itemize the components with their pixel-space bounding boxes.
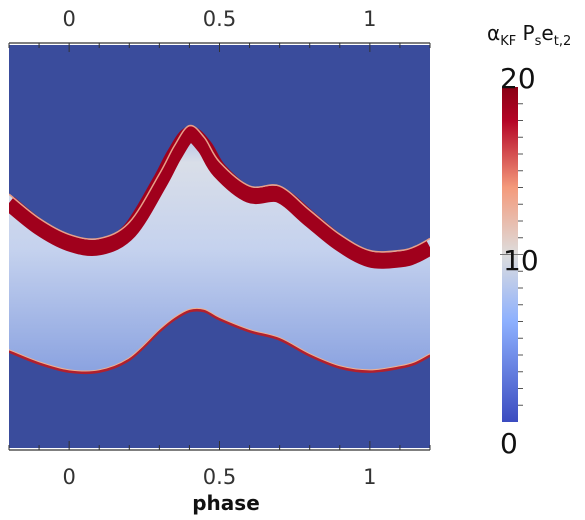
top-axis-tick-labels: 0 0.5 1	[62, 7, 376, 31]
top-axis-ticks	[8, 43, 431, 52]
bottom-tick-label: 0.5	[203, 465, 236, 489]
axes: 0 0.5 1 0 0.5 1 phase	[8, 7, 431, 515]
colorbar-title-sub-kf: KF	[500, 34, 516, 49]
band-lower-outline	[9, 307, 430, 372]
band-lower-hot-edge	[9, 308, 430, 375]
colorbar-title-alpha: α	[487, 21, 500, 45]
bottom-axis-tick-labels: 0 0.5 1	[62, 465, 376, 489]
band-region	[9, 125, 430, 373]
bottom-tick-label: 0	[62, 465, 75, 489]
top-tick-label: 0.5	[203, 7, 236, 31]
colorbar-minor-ticks	[500, 103, 523, 406]
colorbar: αKF Pset,2 0 10 20	[487, 21, 571, 460]
bottom-tick-label: 1	[363, 465, 376, 489]
top-tick-label: 0	[62, 7, 75, 31]
bottom-axis-ticks	[8, 441, 431, 450]
colorbar-tick-label: 10	[503, 244, 539, 277]
colorbar-title-sub-s: s	[535, 34, 542, 49]
plot-area	[9, 45, 430, 448]
colorbar-title-e: e	[541, 21, 553, 45]
band-upper-outline	[9, 124, 430, 253]
colorbar-tick-labels: 0 10 20	[500, 62, 539, 460]
colorbar-title-p: P	[516, 21, 534, 45]
colorbar-tick-label: 20	[500, 62, 536, 95]
colorbar-title-sub-t2: t,2	[554, 34, 572, 49]
colorbar-title: αKF Pset,2	[487, 21, 571, 49]
colorbar-tick-label: 0	[500, 427, 518, 460]
x-axis-label: phase	[192, 491, 260, 515]
top-tick-label: 1	[363, 7, 376, 31]
band-upper-hot-edge	[9, 126, 430, 269]
